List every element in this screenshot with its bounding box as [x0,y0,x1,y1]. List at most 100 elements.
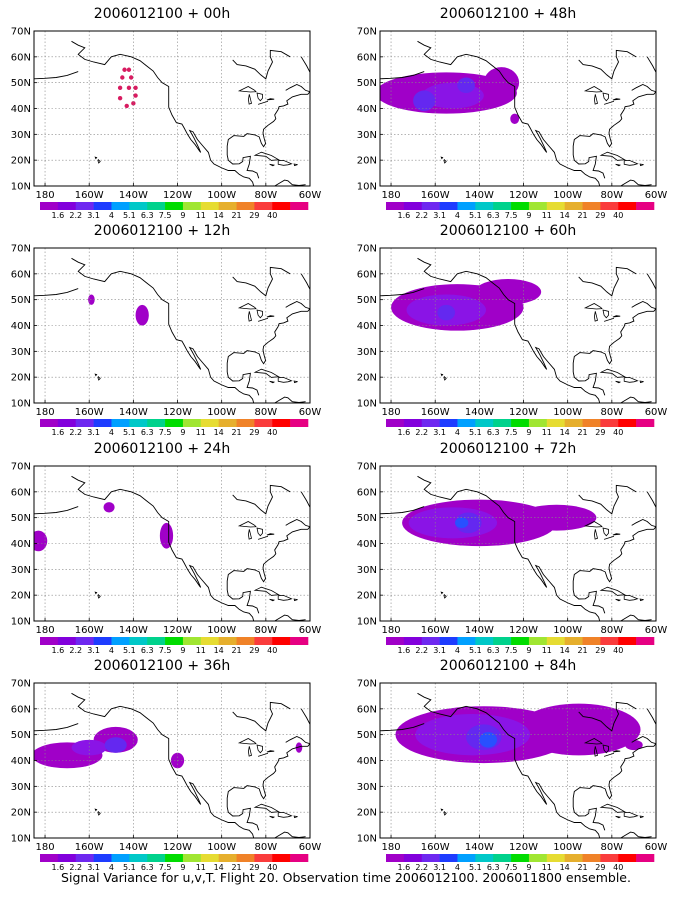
map-panel: 2006012100 + 84h 70N 60N 50N 40N 30N 20N 10N 180… [357,658,668,873]
legend-label: 4 [455,646,460,655]
legend-label: 14 [214,863,224,872]
coastline [71,475,306,621]
legend-swatch [200,202,219,210]
legend-label: 3.1 [87,428,100,437]
latitude-label: 10N [11,399,31,410]
observation-dot [120,75,125,80]
panel-title: 2006012100 + 24h [93,441,231,457]
coastline [71,40,306,186]
longitude-label: 100W [553,625,582,636]
legend-swatch [546,419,565,427]
latitude-label: 50N [11,78,31,89]
legend-swatch [290,419,309,427]
coastline [257,317,269,322]
coastline [599,368,626,378]
coastline [269,163,276,167]
legend-swatch [457,419,476,427]
latitude-label: 60N [11,704,31,715]
coastline [583,86,603,93]
coastline [226,371,260,396]
legend-swatch [290,854,309,862]
coastline [572,806,606,831]
legend-label: 14 [560,646,570,655]
legend-label: 2.2 [69,863,82,872]
coastline [578,484,637,515]
legend-label: 5.1 [469,428,482,437]
latitude-label: 20N [11,591,31,602]
coastline [237,86,257,93]
coastline [300,56,310,73]
longitude-label: 60W [645,190,668,201]
latitude-label: 60N [357,269,377,280]
coastline [256,744,263,754]
legend-swatch [200,419,219,427]
coastline [602,309,609,319]
longitude-label: 140W [119,842,148,853]
legend-label: 3.1 [433,428,446,437]
legend-swatch [57,202,77,210]
legend-label: 4 [109,863,114,872]
longitude-label: 180 [381,407,400,418]
legend-label: 40 [613,211,623,220]
coastline [247,94,252,105]
coastline [639,815,644,819]
legend-swatch [386,419,405,427]
legend-label: 11 [196,863,206,872]
latitude-label: 70N [357,27,377,38]
legend-label: 29 [595,863,605,872]
legend-swatch [40,202,59,210]
legend-swatch [475,202,494,210]
legend-swatch [40,637,59,645]
longitude-label: 120W [163,842,192,853]
coastline [572,736,656,807]
longitude-label: 160W [75,407,104,418]
coastline [266,533,275,536]
latitude-label: 30N [11,565,31,576]
latitude-label: 10N [11,182,31,193]
coastline [639,598,644,602]
latitude-label: 10N [357,617,377,628]
coastline [300,273,310,290]
longitude-label: 180 [381,190,400,201]
variance-region [455,517,469,528]
coastline [253,151,280,161]
legend-swatch [403,202,423,210]
legend-label: 7.5 [159,863,172,872]
legend-label: 1.6 [397,211,410,220]
latitude-label: 30N [357,130,377,141]
legend-label: 14 [214,428,224,437]
legend-swatch [272,637,291,645]
coastline [572,519,656,590]
legend-swatch [254,419,273,427]
coastline [583,303,603,310]
legend-label: 21 [577,211,587,220]
coastline [443,158,447,164]
legend-swatch [439,637,458,645]
longitude-label: 60W [645,842,668,853]
legend-swatch [147,419,166,427]
legend-swatch [129,202,148,210]
latitude-label: 40N [11,539,31,550]
coastline [293,598,298,602]
coastline [277,376,293,383]
coastline [593,529,598,540]
coastline [572,301,656,372]
legend-swatch [40,419,59,427]
latitude-label: 70N [11,462,31,473]
coastline [623,811,639,818]
legend-swatch [57,637,77,645]
latitude-label: 70N [11,679,31,690]
legend-swatch [618,854,637,862]
coastline [646,273,656,290]
legend-swatch [111,637,130,645]
coastline [269,380,276,384]
coastline [578,701,637,732]
legend-swatch [564,637,583,645]
coastline [232,484,291,515]
legend-label: 5.1 [469,646,482,655]
longitude-label: 140W [465,842,494,853]
legend-label: 14 [214,211,224,220]
latitude-label: 40N [11,321,31,332]
legend-label: 2.2 [415,646,428,655]
legend-swatch [403,637,423,645]
